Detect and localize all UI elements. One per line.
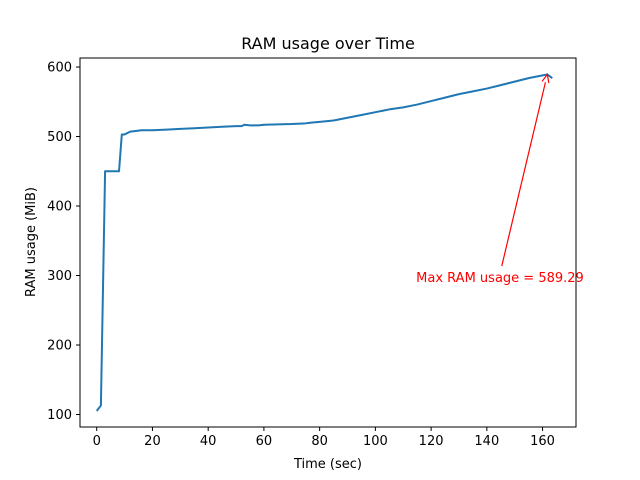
annotation: Max RAM usage = 589.29 [416, 73, 584, 286]
x-tick-label: 120 [419, 434, 444, 449]
x-tick-label: 100 [363, 434, 388, 449]
plot-area [95, 73, 553, 412]
x-axis: 0 20 40 60 80 100 120 140 160 [93, 427, 555, 449]
x-tick-label: 140 [474, 434, 499, 449]
x-axis-label: Time (sec) [293, 457, 362, 472]
annotation-arrowhead [541, 73, 550, 84]
y-tick-label: 400 [47, 200, 72, 215]
x-tick-label: 160 [530, 434, 555, 449]
y-axis-label: RAM usage (MiB) [24, 187, 39, 297]
annotation-arrow [501, 82, 547, 267]
annotation-text: Max RAM usage = 589.29 [416, 271, 584, 286]
x-tick-label: 20 [144, 434, 161, 449]
x-tick-label: 60 [256, 434, 273, 449]
y-axis: 100 200 300 400 500 600 [47, 61, 80, 423]
y-tick-label: 300 [47, 269, 72, 284]
y-tick-label: 100 [47, 408, 72, 423]
y-tick-label: 200 [47, 339, 72, 354]
chart-title: RAM usage over Time [241, 34, 415, 53]
y-tick-label: 600 [47, 61, 72, 76]
x-tick-label: 40 [200, 434, 217, 449]
series-line [95, 73, 553, 412]
x-tick-label: 0 [93, 434, 101, 449]
y-tick-label: 500 [47, 130, 72, 145]
x-tick-label: 80 [311, 434, 328, 449]
plot-frame [79, 57, 577, 428]
